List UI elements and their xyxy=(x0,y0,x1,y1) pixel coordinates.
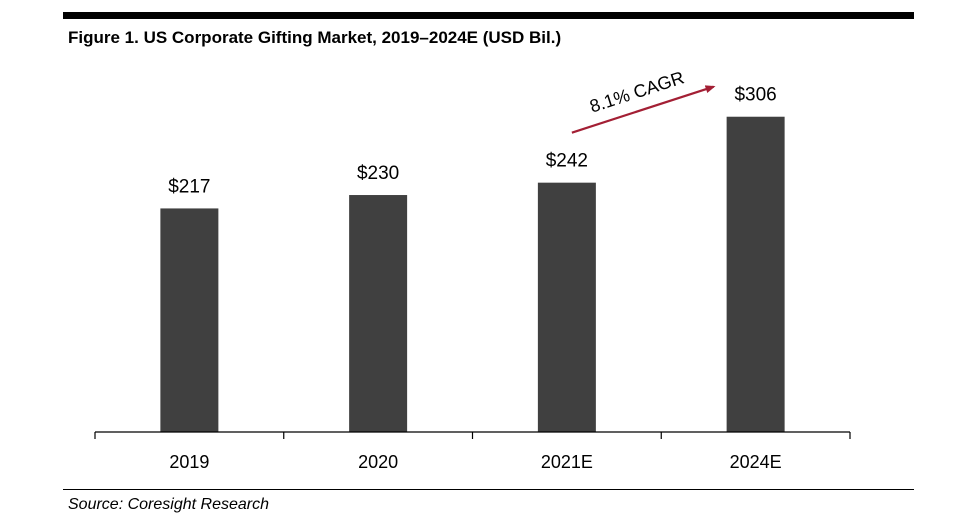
bottom-rule xyxy=(63,489,914,490)
data-label-2020: $230 xyxy=(357,163,399,184)
x-tick-label-2020: 2020 xyxy=(358,452,398,472)
bar-2021E xyxy=(537,182,596,432)
data-label-2021E: $242 xyxy=(546,151,588,172)
cagr-arrow xyxy=(571,85,716,134)
x-tick-label-2024E: 2024E xyxy=(730,452,782,472)
x-tick-label-2019: 2019 xyxy=(169,452,209,472)
source-note: Source: Coresight Research xyxy=(68,496,269,513)
figure-title: Figure 1. US Corporate Gifting Market, 2… xyxy=(68,28,562,47)
bar-2020 xyxy=(349,195,408,432)
cagr-label: 8.1% CAGR xyxy=(587,67,686,116)
x-tick-label-2021E: 2021E xyxy=(541,452,593,472)
data-label-2019: $217 xyxy=(168,176,210,197)
bar-2024E xyxy=(726,116,785,433)
bar-2019 xyxy=(160,208,219,432)
top-rule xyxy=(63,12,914,19)
data-label-2024E: $306 xyxy=(734,85,776,106)
